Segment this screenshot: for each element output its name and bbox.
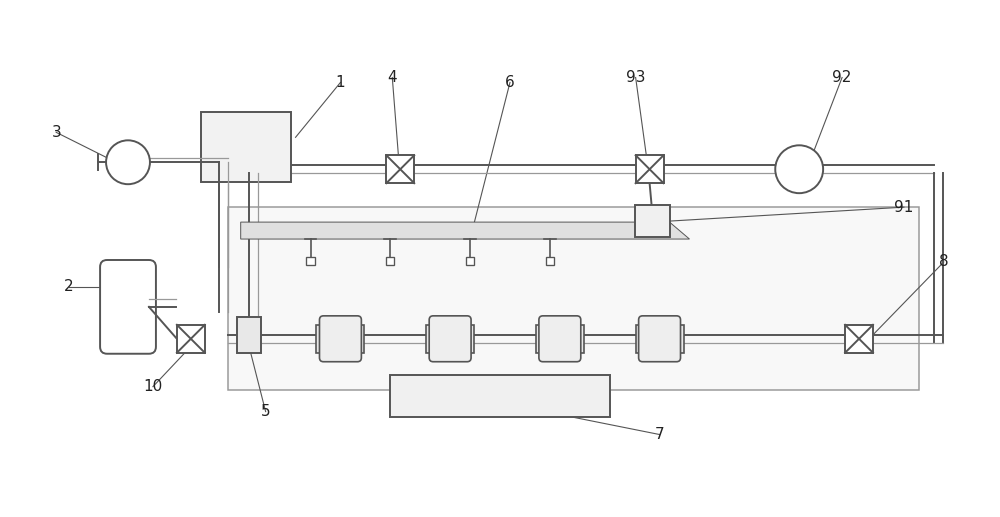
Bar xyxy=(577,325,584,353)
Bar xyxy=(306,257,315,265)
Bar xyxy=(386,257,394,265)
Text: 6: 6 xyxy=(505,75,515,90)
Circle shape xyxy=(106,140,150,184)
FancyBboxPatch shape xyxy=(100,260,156,354)
Text: 10: 10 xyxy=(143,379,163,394)
Bar xyxy=(845,325,873,353)
Text: 2: 2 xyxy=(64,279,74,294)
FancyBboxPatch shape xyxy=(539,316,581,362)
Bar xyxy=(546,257,554,265)
Text: 93: 93 xyxy=(626,70,645,85)
Bar xyxy=(386,155,414,183)
Text: 8: 8 xyxy=(939,254,949,269)
Text: 5: 5 xyxy=(261,404,270,419)
Text: 91: 91 xyxy=(894,200,914,215)
Bar xyxy=(536,325,543,353)
Bar xyxy=(467,325,474,353)
Bar xyxy=(357,325,364,353)
FancyBboxPatch shape xyxy=(639,316,681,362)
Text: 4: 4 xyxy=(387,70,397,85)
Text: 7: 7 xyxy=(655,427,664,442)
Bar xyxy=(177,325,205,353)
Text: 92: 92 xyxy=(832,70,852,85)
Circle shape xyxy=(775,145,823,193)
Bar xyxy=(228,207,919,390)
Bar xyxy=(426,325,433,353)
Bar xyxy=(390,375,610,417)
Bar xyxy=(201,112,291,182)
Text: 3: 3 xyxy=(51,125,61,140)
FancyBboxPatch shape xyxy=(319,316,361,362)
Bar xyxy=(466,257,474,265)
Bar xyxy=(316,325,323,353)
Text: 1: 1 xyxy=(336,75,345,90)
Bar xyxy=(677,325,684,353)
Bar xyxy=(636,155,664,183)
Bar xyxy=(635,205,670,237)
Polygon shape xyxy=(241,222,689,239)
Bar xyxy=(636,325,643,353)
FancyBboxPatch shape xyxy=(429,316,471,362)
Bar xyxy=(237,317,261,353)
